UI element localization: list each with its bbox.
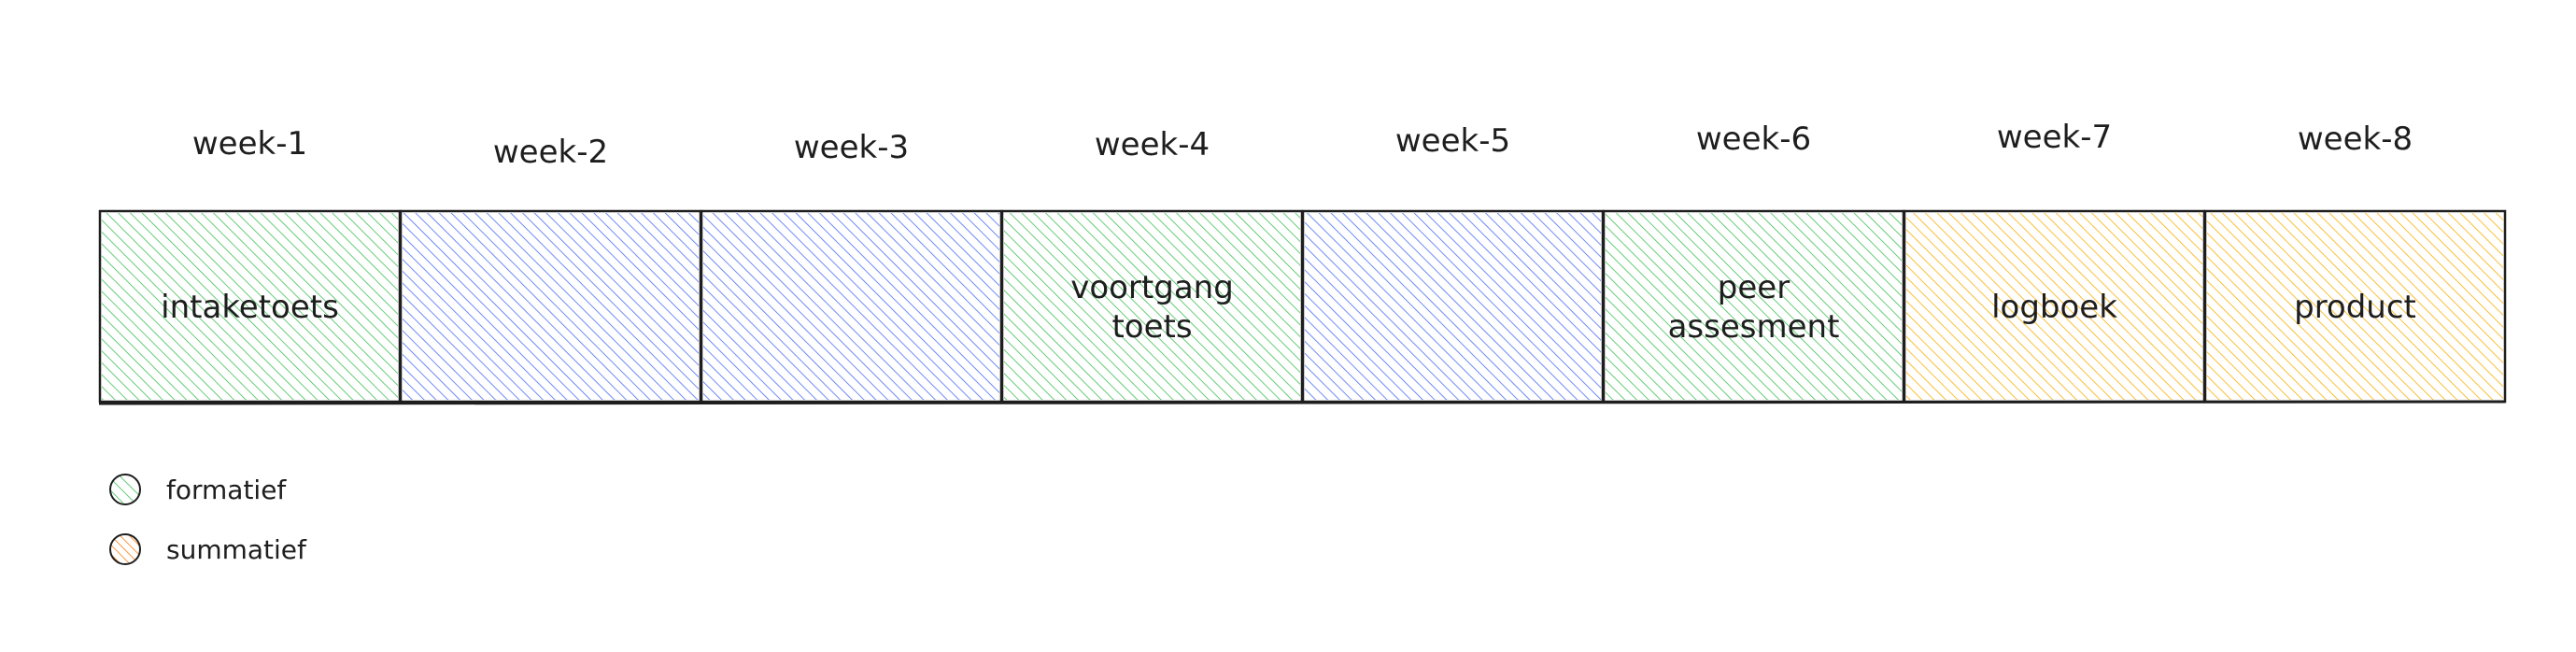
week-block-hatch — [2207, 213, 2503, 400]
week-block-hatch — [1004, 213, 1300, 400]
week-block-text: logboek — [1991, 289, 2117, 326]
week-1-column: week-1 intaketoets — [98, 125, 402, 404]
week-block-hatch — [1305, 213, 1601, 400]
legend-item-formatief: formatief — [109, 474, 287, 505]
week-label: week-1 — [192, 125, 307, 163]
weeks-layer: week-1 intaketoets week-2 week-3 week-4 voort… — [98, 119, 2507, 404]
week-label: week-7 — [1997, 119, 2112, 156]
week-block-hatch — [403, 213, 699, 400]
week-7-column: week-7 logboek — [1903, 119, 2206, 404]
week-block-hatch — [1606, 213, 1902, 400]
week-5-column: week-5 — [1301, 122, 1605, 404]
week-block-text: voortgang — [1070, 269, 1234, 306]
week-label: week-6 — [1696, 120, 1811, 158]
week-label: week-3 — [794, 129, 909, 166]
week-block-text: toets — [1111, 308, 1192, 346]
week-block-text: intaketoets — [161, 289, 339, 326]
legend-swatch — [109, 533, 141, 565]
week-label: week-2 — [493, 134, 608, 171]
week-label: week-4 — [1095, 126, 1210, 163]
legend-label: formatief — [166, 475, 287, 505]
week-block-text: peer — [1718, 269, 1790, 306]
legend-label: summatief — [166, 534, 307, 565]
week-block-text: assesment — [1668, 308, 1840, 346]
legend: formatief summatief — [109, 474, 307, 565]
week-3-column: week-3 — [700, 129, 1003, 404]
timeline-baseline — [98, 400, 2506, 405]
week-label: week-5 — [1395, 122, 1510, 160]
legend-swatch — [109, 474, 141, 505]
week-block-hatch — [102, 213, 398, 400]
week-block-text: product — [2294, 289, 2416, 326]
legend-item-summatief: summatief — [109, 533, 307, 565]
week-8-column: week-8 product — [2203, 120, 2507, 404]
week-label: week-8 — [2298, 120, 2413, 158]
week-block-hatch — [703, 213, 999, 400]
week-2-column: week-2 — [399, 134, 702, 404]
week-block-hatch — [1906, 213, 2202, 400]
